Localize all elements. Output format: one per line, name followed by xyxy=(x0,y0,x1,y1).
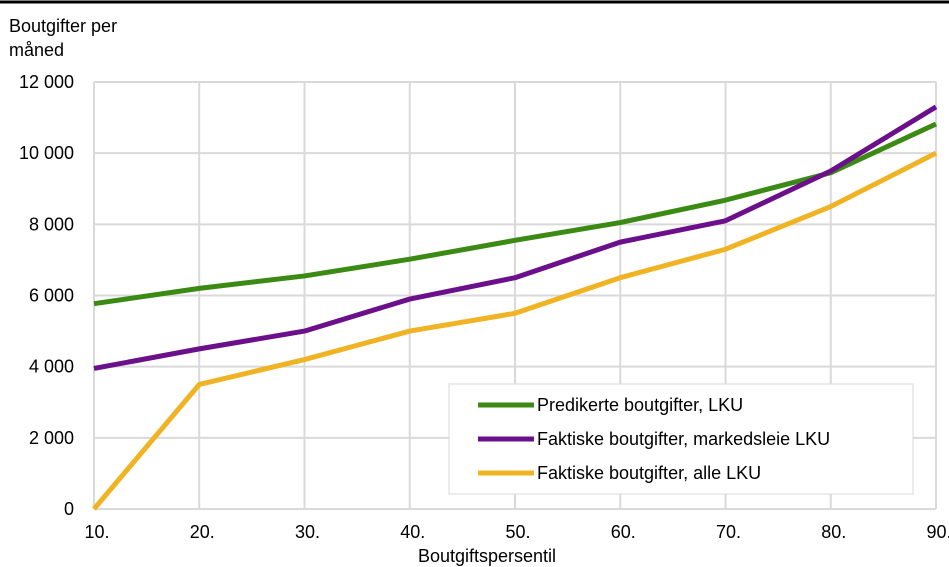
legend-label: Faktiske boutgifter, alle LKU xyxy=(537,463,761,483)
x-axis-title: Boutgiftspersentil xyxy=(418,546,556,566)
x-tick-label: 70. xyxy=(716,522,741,542)
y-axis-tick-labels: 0 2 000 4 000 6 000 8 000 10 000 12 000 xyxy=(19,72,74,519)
x-tick-label: 30. xyxy=(295,522,320,542)
y-tick-label: 4 000 xyxy=(29,357,74,377)
x-tick-label: 80. xyxy=(821,522,846,542)
y-tick-label: 12 000 xyxy=(19,72,74,92)
y-tick-label: 10 000 xyxy=(19,143,74,163)
x-axis-tick-labels: 10. 20. 30. 40. 50. 60. 70. 80. 90. xyxy=(84,522,949,542)
x-tick-label: 50. xyxy=(505,522,530,542)
y-axis-title-line-1: Boutgifter per xyxy=(9,16,117,36)
x-tick-label: 20. xyxy=(190,522,215,542)
x-tick-label: 10. xyxy=(84,522,109,542)
y-tick-label: 6 000 xyxy=(29,286,74,306)
series-line-1 xyxy=(93,121,938,307)
legend: Predikerte boutgifter, LKU Faktiske boutg… xyxy=(448,383,914,495)
y-tick-label: 0 xyxy=(64,499,74,519)
x-tick-label: 60. xyxy=(611,522,636,542)
y-axis-title-line-2: måned xyxy=(9,40,64,60)
x-tick-label: 90. xyxy=(926,522,949,542)
legend-label: Predikerte boutgifter, LKU xyxy=(537,395,743,415)
y-tick-label: 8 000 xyxy=(29,214,74,234)
legend-label: Faktiske boutgifter, markedsleie LKU xyxy=(537,429,830,449)
series-line-3 xyxy=(92,150,938,511)
series-lines xyxy=(92,104,938,511)
x-tick-label: 40. xyxy=(400,522,425,542)
y-tick-label: 2 000 xyxy=(29,428,74,448)
series-line-2 xyxy=(93,104,938,371)
